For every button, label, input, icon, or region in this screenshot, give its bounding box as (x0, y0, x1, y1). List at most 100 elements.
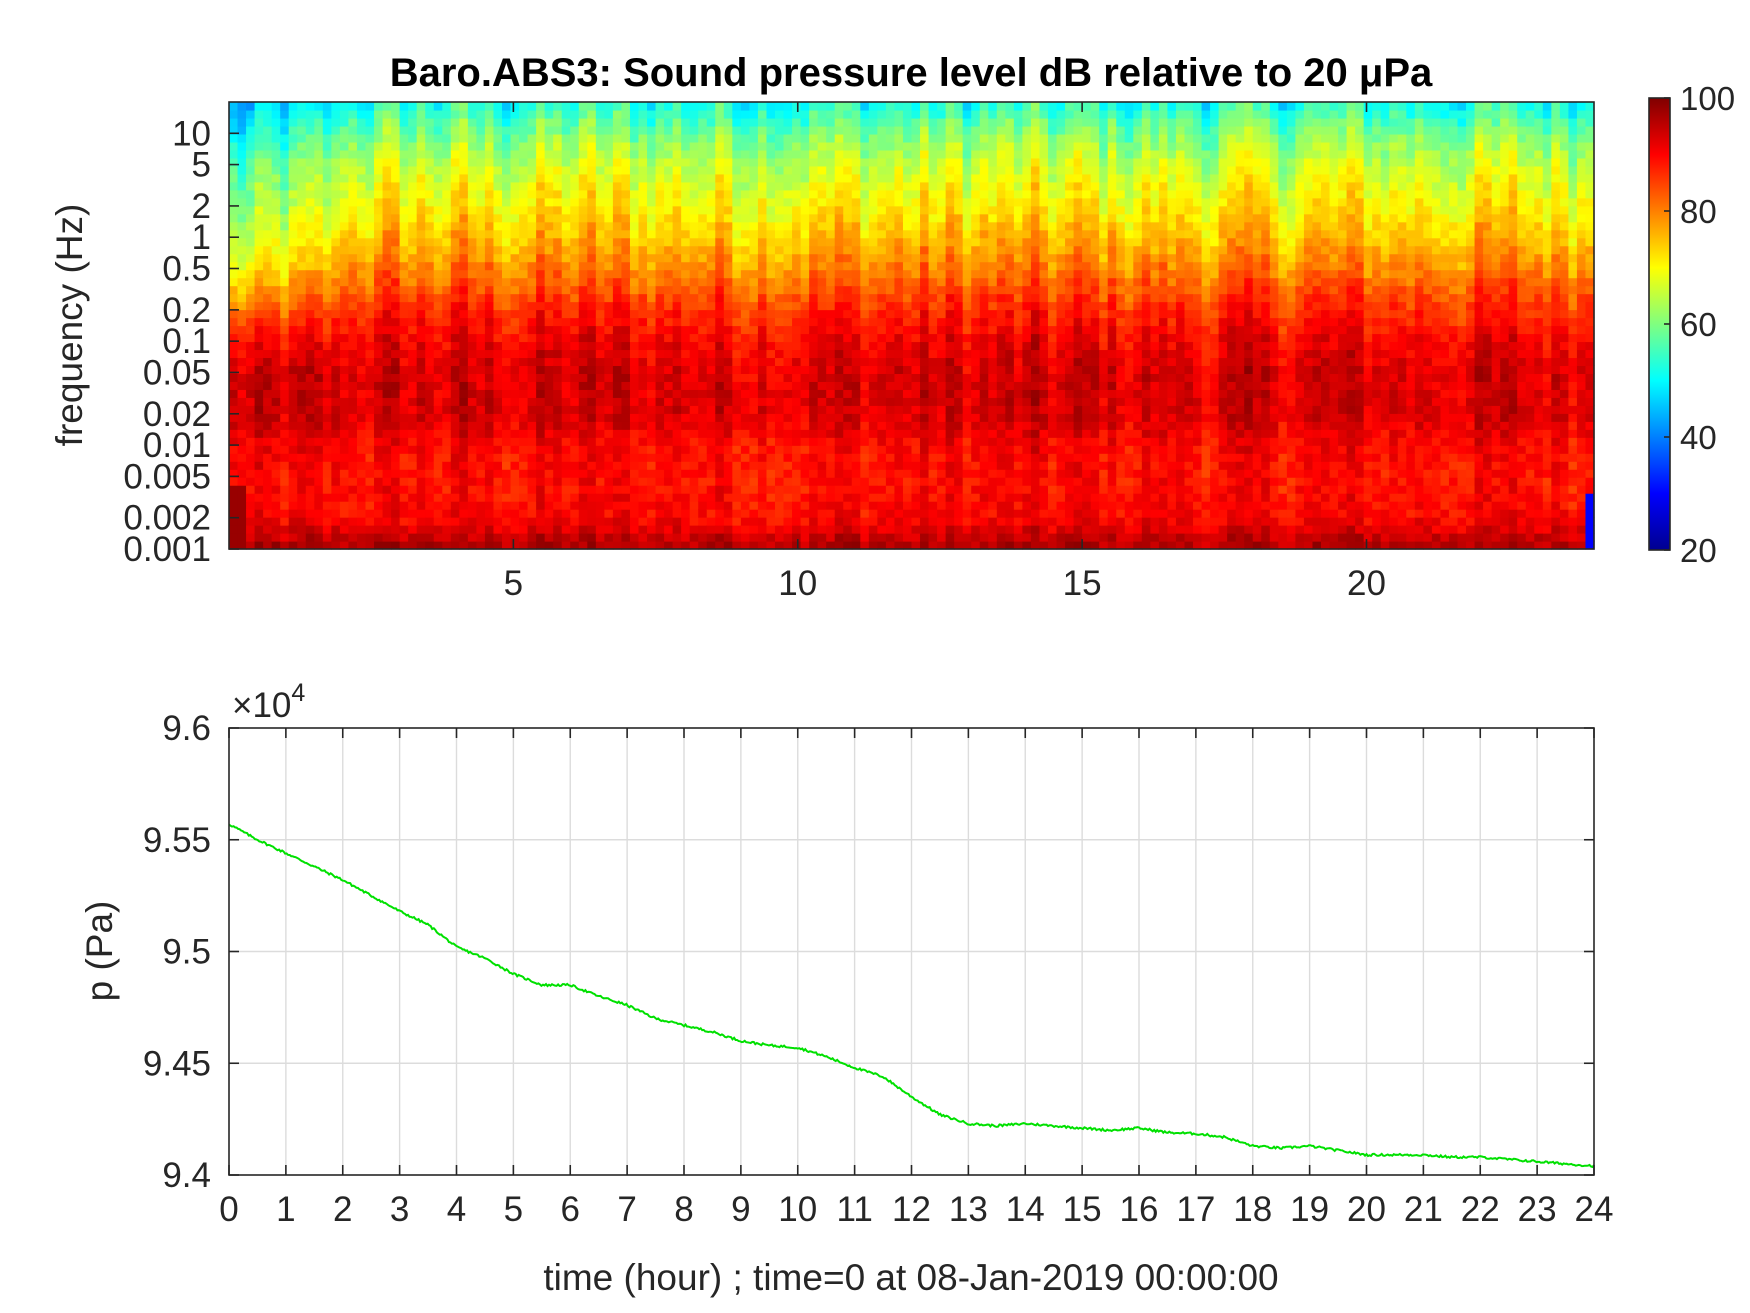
heatmap-cell (391, 453, 401, 462)
heatmap-cell (476, 277, 486, 287)
heatmap-cell (288, 365, 298, 374)
heatmap-cell (331, 493, 341, 502)
heatmap-cell (297, 453, 307, 462)
heatmap-cell (851, 477, 861, 486)
heatmap-cell (988, 493, 998, 502)
heatmap-cell (681, 293, 691, 303)
heatmap-cell (885, 413, 896, 422)
heatmap-cell (519, 213, 529, 223)
heatmap-cell (920, 509, 930, 518)
heatmap-cell (937, 213, 947, 223)
heatmap-cell (408, 213, 418, 223)
heatmap-cell (749, 413, 759, 422)
heatmap-cell (911, 509, 921, 518)
heatmap-cell (706, 125, 716, 135)
heatmap-cell (578, 237, 588, 247)
heatmap-cell (740, 525, 751, 534)
heatmap-cell (757, 237, 768, 247)
heatmap-cell (954, 229, 964, 239)
heatmap-cell (681, 389, 691, 398)
heatmap-cell (817, 501, 827, 510)
heatmap-cell (493, 357, 503, 367)
heatmap-cell (595, 429, 605, 438)
heatmap-cell (288, 429, 298, 438)
heatmap-cell (382, 261, 392, 271)
heatmap-cell (715, 333, 725, 343)
heatmap-cell (476, 245, 486, 255)
heatmap-cell (467, 525, 478, 534)
heatmap-cell (843, 381, 853, 390)
heatmap-cell (331, 333, 341, 343)
heatmap-cell (502, 413, 512, 422)
heatmap-cell (570, 373, 580, 382)
heatmap-cell (757, 453, 768, 462)
heatmap-cell (851, 509, 861, 518)
heatmap-cell (587, 133, 597, 143)
heatmap-cell (647, 357, 657, 367)
heatmap-cell (280, 477, 290, 486)
heatmap-cell (809, 205, 819, 215)
heatmap-cell (246, 373, 256, 382)
heatmap-cell (723, 333, 733, 343)
heatmap-cell (356, 389, 367, 398)
heatmap-cell (954, 541, 964, 550)
heatmap-cell (587, 261, 597, 271)
heatmap-cell (374, 197, 384, 207)
heatmap-cell (502, 141, 512, 151)
heatmap-cell (723, 501, 733, 510)
heatmap-cell (962, 349, 972, 359)
heatmap-cell (749, 165, 759, 175)
heatmap-cell (339, 149, 350, 159)
heatmap-cell (647, 325, 657, 335)
heatmap-cell (629, 365, 640, 374)
heatmap-cell (382, 413, 392, 422)
heatmap-cell (715, 269, 725, 279)
heatmap-cell (621, 141, 631, 151)
heatmap-cell (467, 237, 478, 247)
heatmap-cell (433, 157, 443, 167)
heatmap-cell (450, 397, 460, 406)
heatmap-cell (877, 381, 887, 390)
heatmap-cell (732, 373, 742, 382)
heatmap-cell (314, 141, 324, 151)
heatmap-cell (254, 357, 264, 367)
heatmap-cell (860, 541, 870, 550)
heatmap-cell (433, 301, 443, 311)
heatmap-cell (672, 437, 682, 446)
heatmap-cell (288, 309, 298, 319)
heatmap-cell (664, 261, 674, 271)
heatmap-cell (570, 365, 580, 374)
heatmap-cell (348, 333, 358, 343)
heatmap-cell (672, 269, 682, 279)
heatmap-cell (391, 277, 401, 287)
heatmap-cell (971, 157, 981, 167)
heatmap-cell (834, 253, 844, 263)
heatmap-cell (800, 397, 810, 406)
heatmap-cell (578, 293, 588, 303)
heatmap-cell (450, 405, 460, 414)
heatmap-cell (476, 293, 486, 303)
heatmap-cell (476, 453, 486, 462)
heatmap-cell (280, 389, 290, 398)
heatmap-cell (885, 277, 896, 287)
heatmap-cell (476, 165, 486, 175)
heatmap-cell (416, 173, 426, 183)
heatmap-cell (843, 173, 853, 183)
heatmap-cell (962, 429, 972, 438)
heatmap-cell (305, 317, 315, 327)
heatmap-cell (877, 389, 887, 398)
heatmap-cell (715, 165, 725, 175)
heatmap-cell (809, 493, 819, 502)
heatmap-cell (297, 533, 307, 542)
heatmap-cell (877, 229, 887, 239)
heatmap-cell (638, 189, 648, 199)
heatmap-cell (732, 277, 742, 287)
heatmap-cell (757, 509, 768, 518)
heatmap-cell (911, 461, 921, 470)
heatmap-cell (595, 301, 605, 311)
heatmap-cell (246, 189, 256, 199)
heatmap-cell (459, 237, 469, 247)
heatmap-cell (800, 117, 810, 127)
heatmap-cell (271, 245, 281, 255)
heatmap-cell (339, 165, 350, 175)
